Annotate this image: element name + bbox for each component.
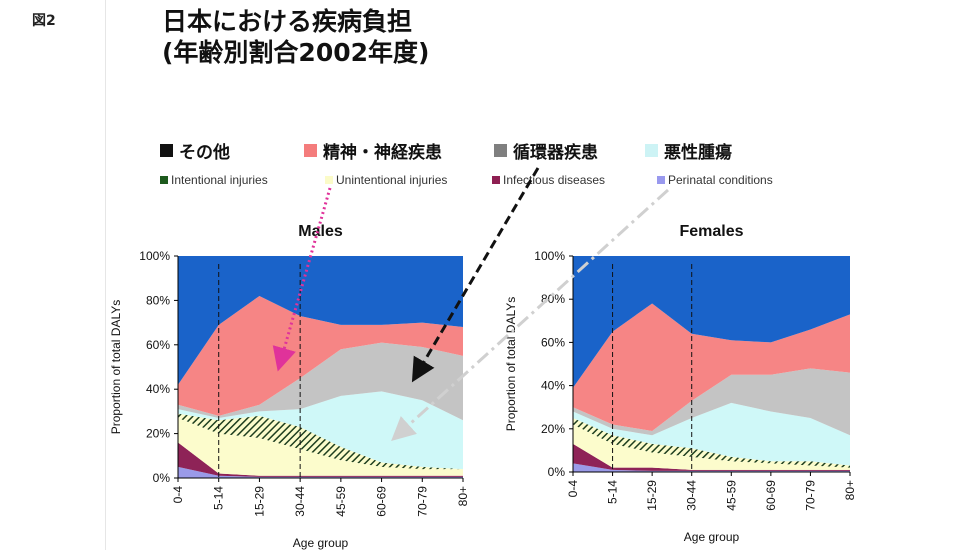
legend-label-cancer: 悪性腫瘍: [664, 143, 732, 163]
males-xtick-label: 80+: [456, 486, 470, 506]
males-area-unintentional: [178, 418, 463, 476]
females-xtick-label: 60-69: [764, 480, 778, 511]
legend-item-neuro: 精神・神経疾患: [304, 138, 442, 163]
females-area-neuro: [573, 303, 850, 431]
females-area-perinatal: [573, 463, 850, 472]
females-ytick-label: 80%: [541, 292, 565, 306]
legend-label-unintentional: Unintentional injuries: [336, 173, 448, 187]
females-area-cancer: [573, 402, 850, 466]
legend-item-unintentional: Unintentional injuries: [325, 173, 447, 187]
males-area-cancer: [178, 391, 463, 470]
females-xtick-label: 70-79: [803, 480, 817, 511]
males-ytick-label: 100%: [139, 249, 170, 263]
legend-label-perinatal: Perinatal conditions: [668, 173, 773, 187]
title-line-1: 日本における疾病負担: [162, 7, 413, 36]
legend-swatch-other: [160, 144, 173, 157]
females-area-other: [573, 256, 850, 388]
females-ytick-label: 60%: [541, 335, 565, 349]
males-ytick-label: 0%: [153, 471, 171, 485]
females-xtick-label: 80+: [843, 480, 857, 500]
males-xtick-label: 45-59: [334, 486, 348, 517]
legend-swatch-unintentional: [325, 176, 333, 184]
females-chart: 0% 20% 40% 60% 80% 100% 0-4 5-14 15-29 30-44 45-59…: [504, 223, 857, 544]
legend-item-other: その他: [160, 138, 230, 163]
females-area-cardio: [573, 368, 850, 436]
males-area-cardio: [178, 342, 463, 421]
females-xtick-label: 5-14: [606, 480, 620, 504]
males-y-label: Proportion of total DALYs: [109, 300, 123, 435]
legend-label-neuro: 精神・神経疾患: [323, 143, 442, 163]
males-ytick-label: 80%: [146, 293, 170, 307]
legend-label-cardio: 循環器疾患: [513, 143, 598, 163]
females-xtick-label: 30-44: [685, 480, 699, 511]
females-xtick-label: 15-29: [645, 480, 659, 511]
annotation-arrows: [272, 167, 670, 442]
females-x-label: Age group: [684, 530, 740, 544]
males-xtick-label: 15-29: [252, 486, 266, 517]
males-ytick-label: 60%: [146, 338, 170, 352]
males-xtick-label: 70-79: [415, 486, 429, 517]
females-xtick-label: 0-4: [566, 480, 580, 498]
males-area-neuro: [178, 295, 463, 416]
females-ytick-label: 20%: [541, 422, 565, 436]
males-area-intentional: [178, 413, 463, 470]
males-ytick-label: 40%: [146, 382, 170, 396]
page-title: 日本における疾病負担 (年齢別割合2002年度): [162, 6, 429, 68]
females-y-label: Proportion of total DALYs: [504, 297, 518, 432]
females-title: Females: [679, 223, 743, 240]
males-xtick-label: 5-14: [212, 486, 226, 510]
females-ytick-label: 0%: [548, 465, 566, 479]
females-ytick-label: 100%: [534, 249, 565, 263]
legend-swatch-perinatal: [657, 176, 665, 184]
males-x-label: Age group: [293, 536, 349, 550]
legend-label-intentional: Intentional injuries: [171, 173, 268, 187]
males-chart: 0% 20% 40% 60% 80% 100% 0-4 5-14 15-29 30-44 45-59…: [109, 223, 470, 550]
females-xtick-label: 45-59: [724, 480, 738, 511]
males-title: Males: [298, 223, 343, 240]
legend-item-perinatal: Perinatal conditions: [657, 173, 773, 187]
legend-swatch-cancer: [645, 144, 658, 157]
males-ytick-label: 20%: [146, 427, 170, 441]
legend-swatch-neuro: [304, 144, 317, 157]
legend-label-other: その他: [179, 143, 230, 163]
legend-item-cancer: 悪性腫瘍: [645, 138, 732, 163]
legend-item-intentional: Intentional injuries: [160, 173, 268, 187]
males-area-other: [178, 256, 463, 385]
males-xtick-label: 30-44: [293, 486, 307, 517]
males-xtick-label: 0-4: [171, 486, 185, 504]
figure-label: 図2: [32, 13, 56, 29]
legend-swatch-infectious: [492, 176, 500, 184]
females-ytick-label: 40%: [541, 379, 565, 393]
divider-line: [105, 0, 106, 550]
females-area-intentional: [573, 418, 850, 468]
legend-swatch-intentional: [160, 176, 168, 184]
arrow-cardio: [411, 167, 540, 383]
title-line-2: (年齢別割合2002年度): [162, 38, 430, 67]
females-area-unintentional: [573, 424, 850, 470]
legend-swatch-cardio: [494, 144, 507, 157]
arrow-cancer: [391, 188, 670, 442]
legend-item-cardio: 循環器疾患: [494, 138, 598, 163]
males-xtick-label: 60-69: [375, 486, 389, 517]
